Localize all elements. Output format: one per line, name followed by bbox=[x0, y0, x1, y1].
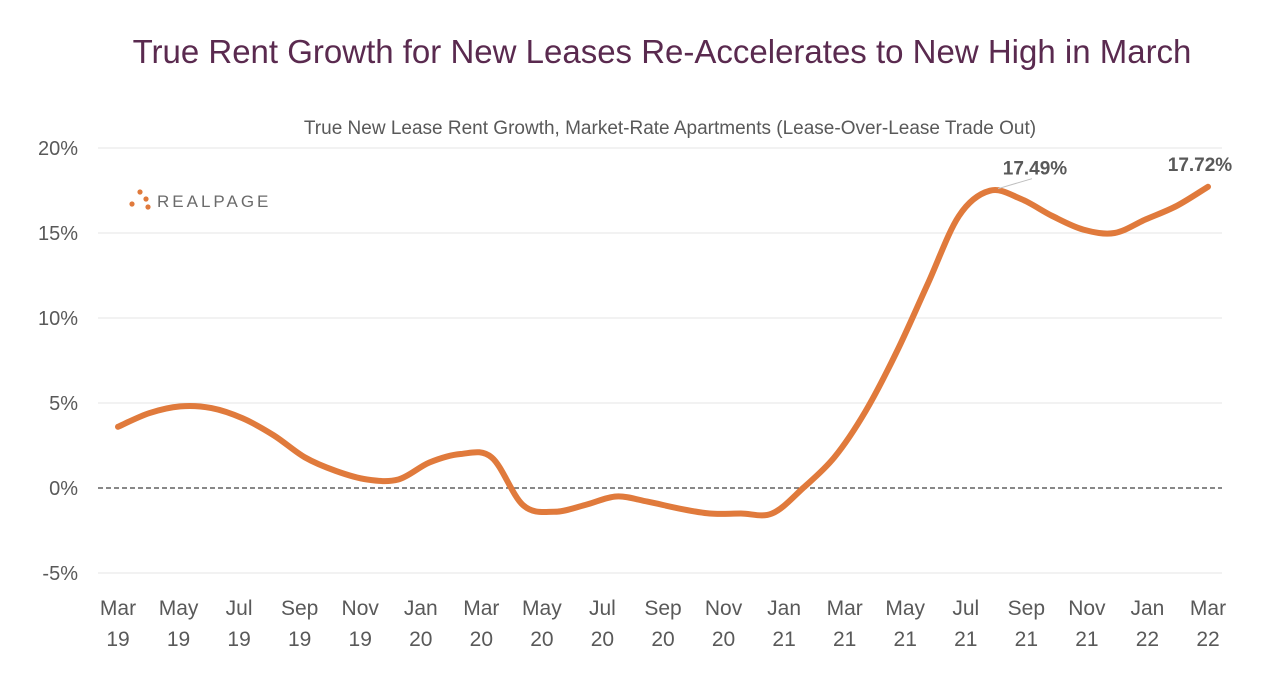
x-tick-label-year: 20 bbox=[470, 628, 493, 651]
y-tick-label: 20% bbox=[38, 138, 78, 160]
realpage-logo-text: REALPAGE bbox=[157, 192, 271, 211]
annotations: 17.49% 17.72% bbox=[997, 155, 1233, 190]
y-axis-ticks: 20% 15% 10% 5% 0% -5% bbox=[38, 138, 78, 585]
x-tick-label-year: 21 bbox=[1075, 628, 1098, 651]
x-tick-label: Jul bbox=[226, 597, 253, 620]
y-tick-label: -5% bbox=[42, 563, 78, 585]
x-tick-label-year: 22 bbox=[1136, 628, 1159, 651]
x-tick-label: May bbox=[885, 597, 925, 620]
x-tick-label: Mar bbox=[827, 597, 863, 620]
chart-subtitle: True New Lease Rent Growth, Market-Rate … bbox=[304, 118, 1036, 139]
x-tick-label: Mar bbox=[100, 597, 136, 620]
x-tick-label: Jan bbox=[1131, 597, 1165, 620]
y-tick-label: 0% bbox=[49, 478, 78, 500]
y-tick-label: 10% bbox=[38, 308, 78, 330]
x-tick-label: Jan bbox=[767, 597, 801, 620]
x-tick-label-year: 21 bbox=[1015, 628, 1038, 651]
realpage-logo: REALPAGE bbox=[129, 189, 271, 211]
x-tick-label: Sep bbox=[1008, 597, 1045, 620]
x-tick-label: Jul bbox=[952, 597, 979, 620]
x-tick-label: Sep bbox=[281, 597, 318, 620]
realpage-logo-icon bbox=[129, 189, 151, 210]
series-layer bbox=[115, 183, 1211, 519]
chart-title: True Rent Growth for New Leases Re-Accel… bbox=[133, 33, 1192, 70]
x-tick-label: Nov bbox=[342, 597, 380, 620]
gridlines bbox=[98, 147, 1222, 574]
x-tick-label: Nov bbox=[1068, 597, 1106, 620]
x-tick-label: May bbox=[522, 597, 562, 620]
x-tick-label-year: 19 bbox=[167, 628, 190, 651]
x-tick-label: May bbox=[159, 597, 199, 620]
x-tick-label: Nov bbox=[705, 597, 743, 620]
x-tick-label: Sep bbox=[644, 597, 681, 620]
x-tick-label: Jul bbox=[589, 597, 616, 620]
data-label: 17.72% bbox=[1168, 155, 1233, 176]
x-tick-label-year: 20 bbox=[530, 628, 553, 651]
data-label-leader bbox=[997, 178, 1033, 190]
x-tick-label-year: 22 bbox=[1196, 628, 1219, 651]
x-tick-label-year: 21 bbox=[833, 628, 856, 651]
x-tick-label-year: 20 bbox=[651, 628, 674, 651]
x-tick-label-year: 19 bbox=[288, 628, 311, 651]
y-tick-label: 5% bbox=[49, 393, 78, 415]
x-tick-label-year: 19 bbox=[227, 628, 250, 651]
x-tick-label: Mar bbox=[463, 597, 499, 620]
y-tick-label: 15% bbox=[38, 223, 78, 245]
series-line-rent-growth bbox=[115, 183, 1211, 519]
data-label: 17.49% bbox=[1003, 159, 1068, 180]
x-tick-label-year: 21 bbox=[954, 628, 977, 651]
x-tick-label: Jan bbox=[404, 597, 438, 620]
x-axis-ticks: Mar 19 May 19 Jul 19 Sep 19 Nov 19 Jan 20 Mar 20 May 20… bbox=[100, 597, 1226, 651]
x-tick-label-year: 20 bbox=[712, 628, 735, 651]
x-tick-label-year: 21 bbox=[894, 628, 917, 651]
x-tick-label-year: 19 bbox=[106, 628, 129, 651]
x-tick-label: Mar bbox=[1190, 597, 1226, 620]
x-tick-label-year: 20 bbox=[591, 628, 614, 651]
x-tick-label-year: 20 bbox=[409, 628, 432, 651]
x-tick-label-year: 19 bbox=[349, 628, 372, 651]
x-tick-label-year: 21 bbox=[772, 628, 795, 651]
